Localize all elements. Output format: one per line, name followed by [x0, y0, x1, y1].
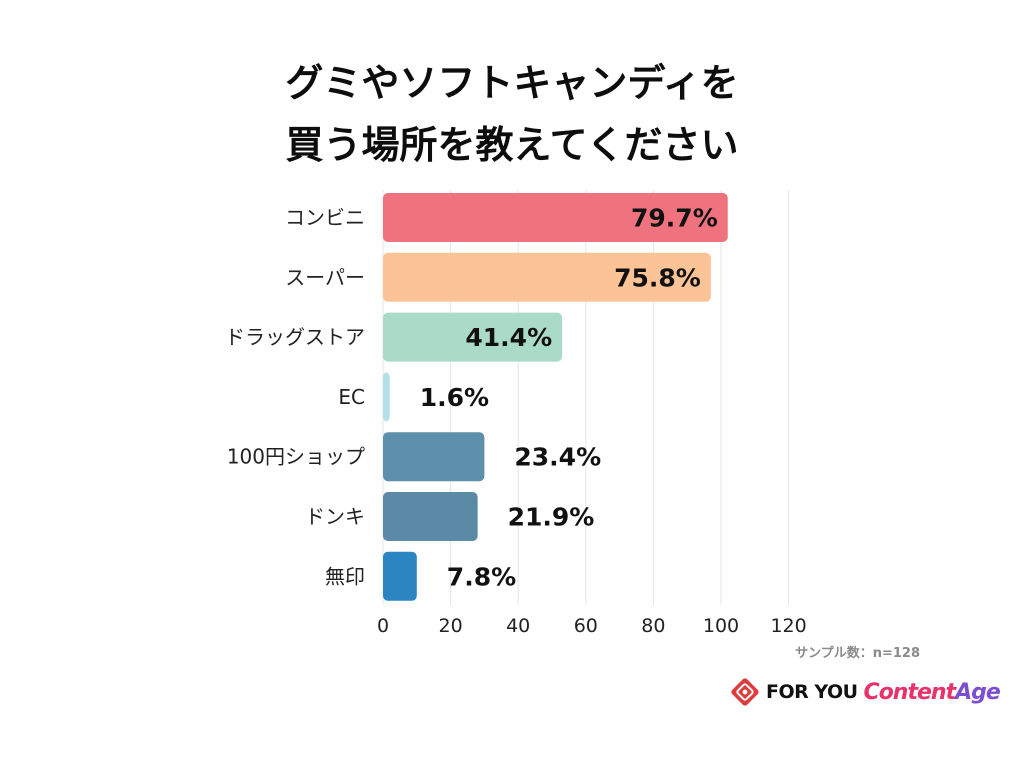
bar-0 [383, 193, 728, 242]
value-label-3: 1.6% [420, 383, 489, 412]
x-tick-label-0: 0 [377, 615, 389, 637]
bars [383, 193, 728, 601]
value-labels: 79.7% 75.8% 41.4% 1.6% 23.4% 21.9% 7.8% [420, 204, 718, 592]
value-label-5: 21.9% [508, 503, 595, 532]
category-label-6: 無印 [325, 564, 365, 588]
x-tick-label-40: 40 [506, 615, 530, 637]
logo-foryou-text: FOR YOU [766, 681, 858, 703]
category-label-1: スーパー [285, 265, 365, 289]
category-label-0: コンビニ [285, 206, 365, 230]
bar-4 [383, 432, 485, 482]
x-tick-label-60: 60 [574, 615, 598, 637]
value-label-0: 79.7% [631, 204, 718, 233]
bar-5 [383, 492, 478, 541]
chart-title-line-1: グミやソフトキャンディを [285, 61, 739, 105]
chart-title-line-2: 買う場所を教えてください [285, 123, 739, 167]
category-label-4: 100円ショップ [227, 445, 365, 469]
value-label-6: 7.8% [447, 562, 516, 591]
value-label-2: 41.4% [465, 323, 552, 352]
category-label-5: ドンキ [305, 505, 365, 529]
category-label-2: ドラッグストア [225, 325, 365, 349]
x-tick-label-80: 80 [641, 615, 665, 637]
x-tick-label-20: 20 [439, 615, 463, 637]
x-tick-label-100: 100 [703, 615, 739, 637]
value-label-1: 75.8% [614, 263, 701, 292]
bar-6 [383, 551, 417, 601]
logo-content-part: Content [863, 679, 957, 705]
x-tick-labels: 0 20 40 60 80 100 120 [377, 615, 807, 637]
sample-size-note: サンプル数：n=128 [795, 646, 920, 661]
bar-2 [383, 312, 563, 362]
x-tick-label-120: 120 [770, 615, 806, 637]
bar-1 [383, 252, 711, 302]
foryou-logo-icon [731, 678, 759, 706]
category-label-3: EC [338, 385, 365, 409]
chart-title: グミやソフトキャンディを 買う場所を教えてください [0, 52, 1024, 176]
logo-age-part: Age [955, 679, 1001, 705]
bar-3 [383, 372, 390, 422]
logo-contentage-text: ContentAge [863, 679, 1001, 705]
value-label-4: 23.4% [514, 443, 601, 472]
brand-logo: FOR YOU ContentAge [730, 672, 1001, 712]
